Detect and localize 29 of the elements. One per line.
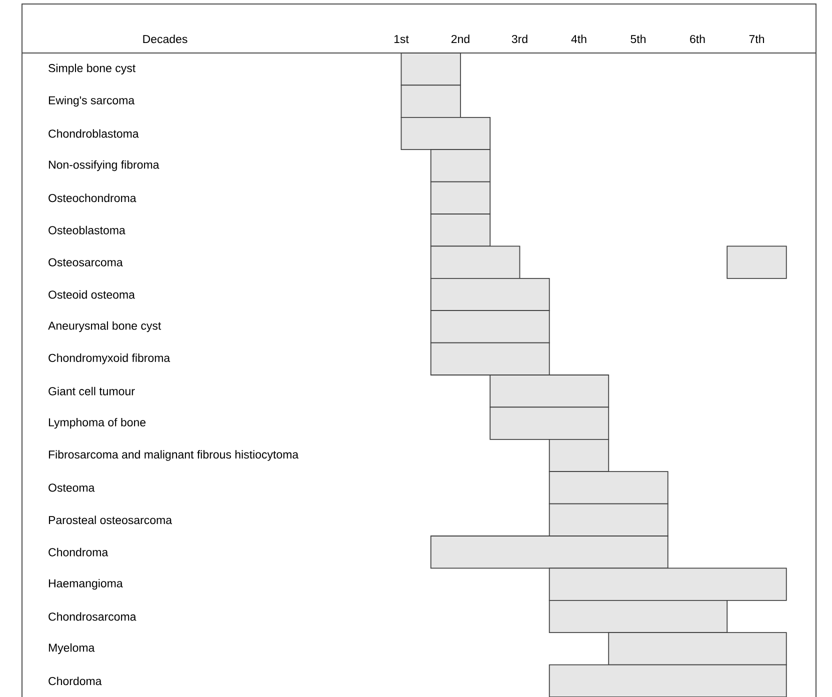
x-axis-title: Decades: [143, 34, 188, 44]
x-tick-label: 2nd: [451, 34, 470, 44]
y-tick-label: Parosteal osteosarcoma: [48, 516, 172, 524]
y-tick-label: Osteoblastoma: [48, 226, 126, 234]
y-tick-label: Myeloma: [48, 643, 95, 654]
x-tick-label: 5th: [630, 34, 646, 44]
x-tick-label: 4th: [571, 34, 586, 44]
y-tick-label: Osteoma: [48, 484, 95, 492]
y-tick-label: Aneurysmal bone cyst: [48, 321, 162, 332]
x-tick-label: 6th: [690, 34, 705, 44]
y-tick-label: Non-ossifying fibroma: [48, 160, 160, 172]
y-tick-label: Simple bone cyst: [48, 64, 136, 74]
x-tick-label: 7th: [749, 34, 764, 44]
y-tick-label: Lymphoma of bone: [48, 418, 146, 429]
y-tick-label: Haemangioma: [48, 578, 123, 590]
y-tick-label: Osteosarcoma: [48, 258, 123, 266]
x-tick-label: 3rd: [512, 34, 528, 44]
y-tick-label: Ewing's sarcoma: [48, 96, 135, 107]
y-tick-label: Fibrosarcoma and malignant fibrous histiocytoma: [48, 450, 299, 461]
y-tick-label: Chondrosarcoma: [48, 612, 136, 621]
y-tick-label: Osteoid osteoma: [48, 290, 135, 299]
y-tick-label: Chondroblastoma: [48, 129, 139, 138]
y-tick-label: Chondroma: [48, 548, 108, 556]
x-tick-label: 1st: [394, 35, 409, 44]
bar: [726, 246, 787, 279]
y-tick-label: Chordoma: [48, 676, 102, 686]
y-tick-label: Giant cell tumour: [48, 386, 135, 396]
y-tick-label: Osteochondroma: [48, 194, 136, 202]
y-tick-label: Chondromyxoid fibroma: [48, 354, 170, 364]
